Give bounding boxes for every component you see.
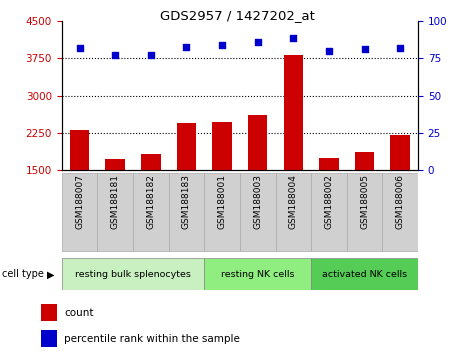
Text: GDS2957 / 1427202_at: GDS2957 / 1427202_at — [160, 9, 315, 22]
Bar — [62, 173, 97, 251]
Bar — [390, 135, 410, 244]
Point — [361, 47, 369, 52]
Text: GSM188003: GSM188003 — [253, 174, 262, 229]
Bar — [276, 173, 311, 251]
Text: cell type: cell type — [2, 269, 44, 279]
Point — [76, 45, 84, 51]
Point — [325, 48, 332, 54]
Text: count: count — [65, 308, 94, 318]
Bar — [212, 122, 232, 244]
Bar — [248, 115, 267, 244]
Bar — [204, 173, 240, 251]
Bar — [133, 173, 169, 251]
Bar — [41, 330, 57, 347]
Text: GSM188006: GSM188006 — [396, 174, 405, 229]
Bar — [347, 173, 382, 251]
Text: ▶: ▶ — [47, 269, 55, 279]
Bar — [311, 173, 347, 251]
Text: activated NK cells: activated NK cells — [322, 270, 407, 279]
Bar — [97, 173, 133, 251]
Bar — [319, 158, 339, 244]
Bar — [284, 55, 303, 244]
Bar — [41, 304, 57, 321]
Bar — [169, 173, 204, 251]
Bar — [240, 173, 276, 251]
Text: GSM188007: GSM188007 — [75, 174, 84, 229]
Point — [218, 42, 226, 48]
Text: GSM188004: GSM188004 — [289, 174, 298, 229]
Text: resting NK cells: resting NK cells — [221, 270, 294, 279]
Bar — [141, 154, 161, 244]
Text: GSM188182: GSM188182 — [146, 174, 155, 229]
Text: GSM188183: GSM188183 — [182, 174, 191, 229]
Bar — [311, 258, 418, 290]
Bar — [105, 159, 125, 244]
Point — [396, 45, 404, 51]
Bar — [70, 130, 89, 244]
Text: GSM188005: GSM188005 — [360, 174, 369, 229]
Bar — [382, 173, 418, 251]
Text: GSM188002: GSM188002 — [324, 174, 333, 229]
Text: resting bulk splenocytes: resting bulk splenocytes — [75, 270, 191, 279]
Text: GSM188181: GSM188181 — [111, 174, 120, 229]
Point — [254, 39, 261, 45]
Point — [182, 44, 190, 49]
Bar — [177, 123, 196, 244]
Point — [111, 53, 119, 58]
Bar — [204, 258, 311, 290]
Text: percentile rank within the sample: percentile rank within the sample — [65, 334, 240, 344]
Point — [289, 35, 297, 40]
Text: GSM188001: GSM188001 — [218, 174, 227, 229]
Bar — [355, 152, 374, 244]
Point — [147, 53, 155, 58]
Bar — [62, 258, 204, 290]
